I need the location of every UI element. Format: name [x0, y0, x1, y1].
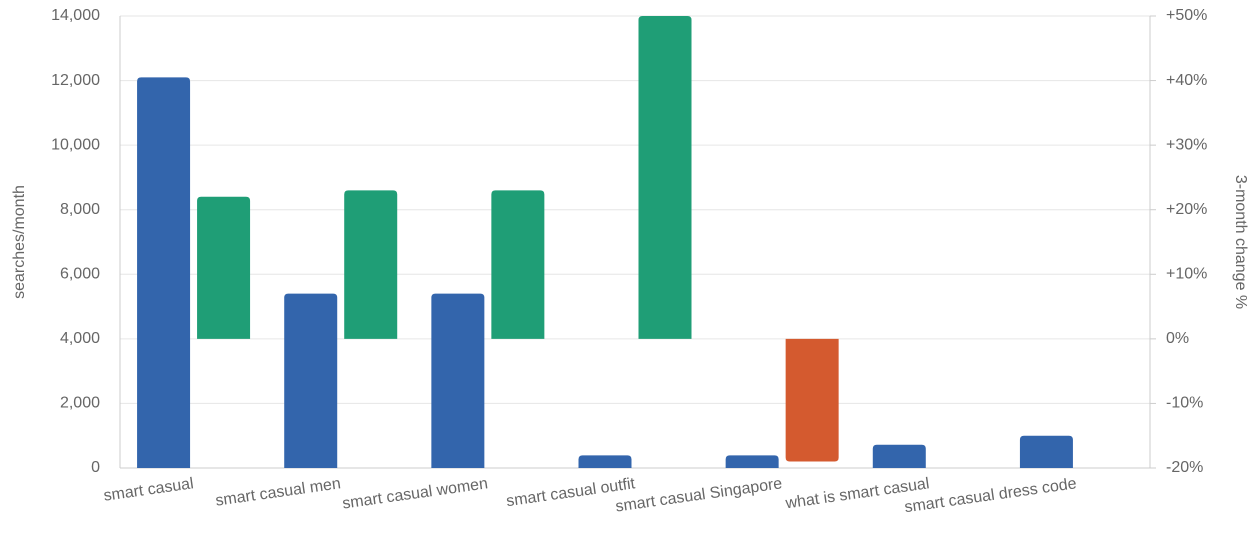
- y-tick-label: 4,000: [60, 330, 100, 347]
- bar: [785, 338, 839, 462]
- bar: [137, 77, 191, 468]
- y-tick-label: 6,000: [60, 266, 100, 283]
- x-tick-label: smart casual Singapore: [614, 475, 783, 515]
- x-tick-label: smart casual men: [214, 475, 341, 509]
- y2-tick-label: -10%: [1166, 395, 1203, 412]
- y2-tick-label: +10%: [1166, 266, 1207, 283]
- y2-tick-label: +30%: [1166, 136, 1207, 153]
- y2-tick-label: +40%: [1166, 72, 1207, 89]
- y-tick-label: 10,000: [51, 136, 100, 153]
- x-tick-label: smart casual: [103, 475, 195, 504]
- y2-tick-label: -20%: [1166, 459, 1203, 476]
- x-tick-label: smart casual women: [341, 475, 489, 512]
- y-tick-label: 12,000: [51, 72, 100, 89]
- bar: [578, 455, 632, 468]
- y-tick-label: 14,000: [51, 7, 100, 24]
- bar: [725, 455, 779, 468]
- bar: [872, 444, 926, 468]
- bar: [638, 16, 692, 339]
- x-tick-label: smart casual dress code: [903, 475, 1077, 516]
- bar: [197, 196, 251, 339]
- y2-tick-label: 0%: [1166, 330, 1189, 347]
- bar: [344, 190, 398, 339]
- bar: [284, 293, 338, 468]
- y2-tick-label: +20%: [1166, 201, 1207, 218]
- y2-axis-label: 3-month change %: [1232, 175, 1249, 309]
- bar: [431, 293, 485, 468]
- y-tick-label: 2,000: [60, 395, 100, 412]
- bar: [1019, 435, 1073, 468]
- y2-tick-label: +50%: [1166, 7, 1207, 24]
- y-tick-label: 8,000: [60, 201, 100, 218]
- bar: [491, 190, 545, 339]
- y-tick-label: 0: [91, 459, 100, 476]
- y-axis-label: searches/month: [11, 185, 28, 299]
